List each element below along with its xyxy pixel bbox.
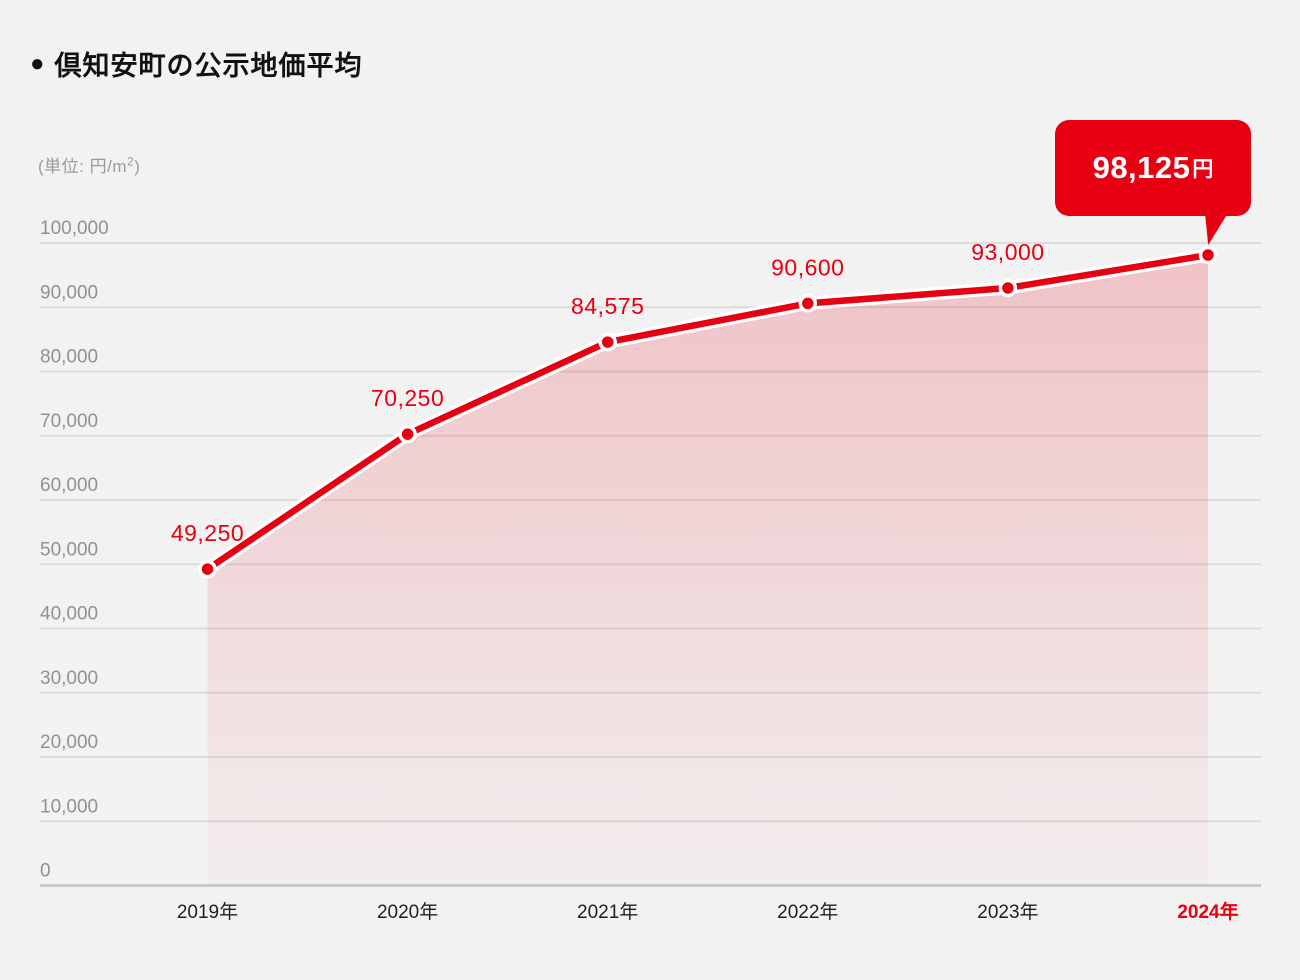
title-bullet-icon: ● — [30, 49, 45, 77]
page-header: ● 倶知安町の公示地価平均 — [30, 44, 363, 83]
y-tick-label: 10,000 — [40, 796, 98, 817]
data-point — [998, 278, 1018, 298]
y-tick-label: 80,000 — [40, 347, 98, 368]
unit-label-sup: 2 — [127, 154, 135, 169]
x-tick-label: 2019年 — [177, 901, 238, 923]
x-tick-label: 2023年 — [977, 901, 1038, 923]
y-tick-label: 30,000 — [40, 668, 98, 689]
callout-value: 98,125 — [1092, 150, 1191, 185]
callout-bubble: 98,125 円 — [1055, 120, 1251, 245]
data-point — [398, 424, 417, 444]
data-label: 90,600 — [771, 254, 844, 280]
page-title: 倶知安町の公示地価平均 — [54, 51, 363, 81]
x-tick-label: 2022年 — [777, 901, 838, 923]
data-label: 84,575 — [571, 293, 644, 319]
y-tick-label: 0 — [40, 861, 51, 882]
x-tick-label: 2024年 — [1177, 900, 1238, 923]
data-label: 93,000 — [971, 239, 1044, 265]
y-tick-label: 70,000 — [40, 411, 98, 432]
x-tick-label: 2021年 — [577, 901, 638, 923]
data-label: 70,250 — [371, 385, 444, 411]
data-point — [198, 559, 217, 579]
callout-unit: 円 — [1192, 158, 1214, 181]
y-tick-label: 90,000 — [40, 282, 98, 303]
data-label: 49,250 — [171, 520, 244, 546]
y-tick-label: 60,000 — [40, 475, 98, 496]
data-point — [1198, 245, 1218, 265]
x-tick-label: 2020年 — [377, 901, 438, 923]
data-point — [798, 294, 818, 313]
y-tick-label: 40,000 — [40, 604, 98, 625]
y-tick-label: 100,000 — [40, 218, 109, 239]
y-tick-label: 20,000 — [40, 732, 98, 753]
unit-label-suffix: ) — [134, 157, 141, 176]
price-line — [204, 251, 1212, 573]
unit-label-prefix: (単位: 円/m — [38, 157, 127, 176]
unit-label: (単位: 円/m2) — [38, 152, 140, 177]
y-tick-label: 50,000 — [40, 539, 98, 560]
data-point — [598, 332, 617, 352]
area-fill — [207, 255, 1208, 886]
